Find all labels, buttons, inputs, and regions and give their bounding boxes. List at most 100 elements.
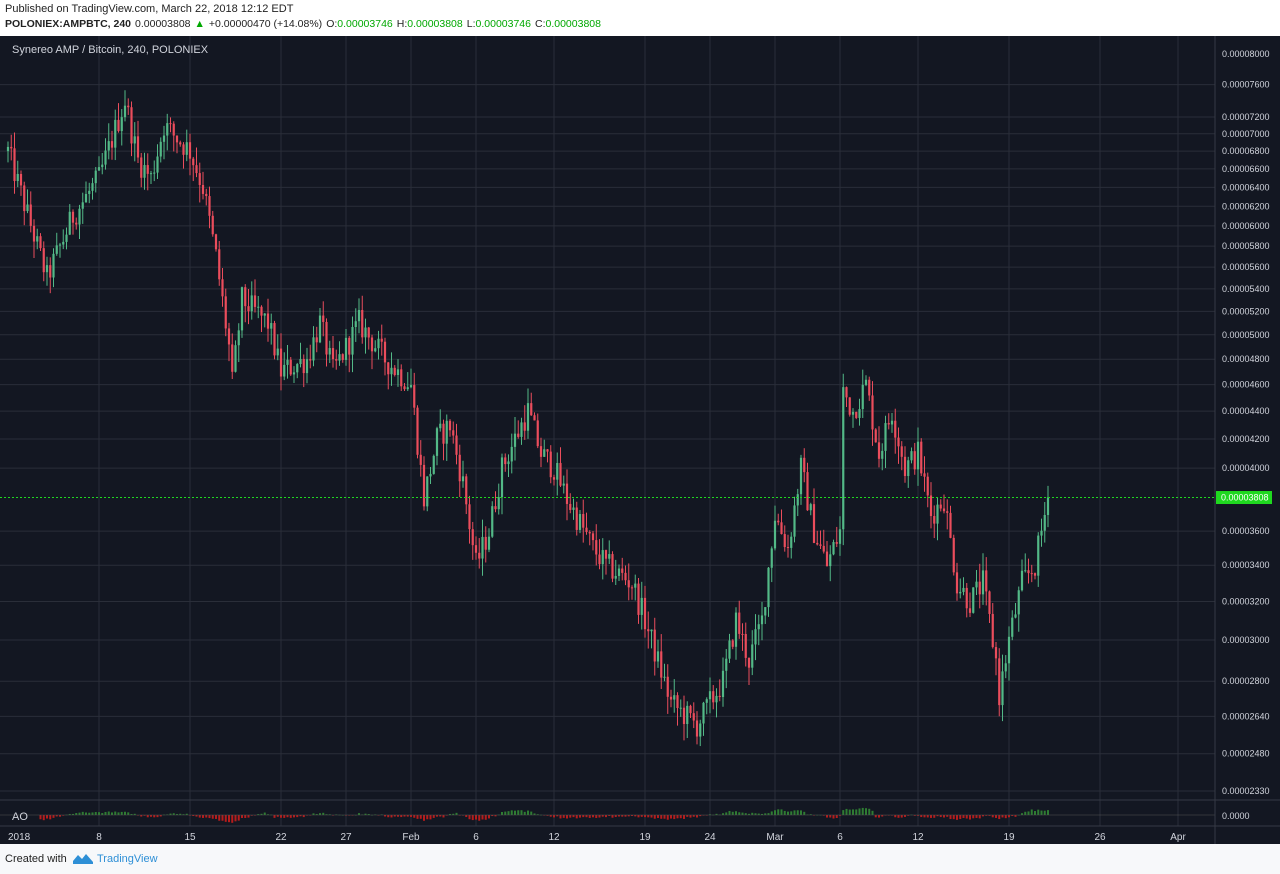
ao-bar xyxy=(124,811,126,815)
candle-body xyxy=(819,544,822,546)
ao-bar xyxy=(527,810,529,815)
ao-bar xyxy=(936,815,939,817)
candle-body xyxy=(929,495,933,517)
ao-bar xyxy=(218,815,221,821)
candle-body xyxy=(377,338,380,349)
candle-body xyxy=(803,457,806,473)
candle-body xyxy=(478,552,481,559)
time-axis[interactable]: 2018 8 15 22 27 Feb 6 12 19 24 Mar 6 12 19 26 Apr xyxy=(8,832,1186,843)
ao-bar xyxy=(1004,815,1007,819)
ao-bar xyxy=(569,815,572,818)
candle-body xyxy=(198,173,201,185)
ao-bar xyxy=(413,815,416,818)
current-price-tag xyxy=(1216,491,1272,505)
ao-bar xyxy=(75,813,78,815)
ao-bar xyxy=(894,815,897,818)
candle-body xyxy=(432,455,435,474)
candle-body xyxy=(78,208,81,225)
ao-bar xyxy=(748,813,750,815)
ao-bar xyxy=(85,812,87,815)
candle-body xyxy=(497,497,500,510)
candle-body xyxy=(604,550,608,559)
close-label: C: xyxy=(535,18,546,30)
candle-body xyxy=(354,321,357,328)
candle-body xyxy=(91,183,94,191)
candle-body xyxy=(673,695,676,700)
candle-body xyxy=(890,420,894,425)
candle-body xyxy=(968,608,972,613)
ao-bar xyxy=(949,815,952,820)
candle-body xyxy=(318,315,322,343)
y-tick-label: 0.00006400 xyxy=(1222,182,1270,192)
ao-bar xyxy=(647,815,650,818)
ao-bar xyxy=(858,808,861,815)
ao-bar xyxy=(878,815,880,818)
ao-bar xyxy=(605,815,607,818)
candle-body xyxy=(439,423,442,429)
candle-body xyxy=(933,516,936,524)
chart-background xyxy=(0,36,1280,844)
candle-body xyxy=(49,265,52,278)
ao-bar xyxy=(757,813,760,815)
candle-body xyxy=(146,165,149,174)
candle-body xyxy=(543,449,546,457)
open-label: O: xyxy=(326,18,338,30)
candle-body xyxy=(62,241,65,245)
candle-body xyxy=(364,327,367,338)
x-tick-label: 19 xyxy=(1003,832,1015,843)
candle-body xyxy=(309,359,312,361)
candle-body xyxy=(734,612,738,647)
candle-body xyxy=(231,344,234,372)
candle-body xyxy=(1014,614,1017,618)
ao-bar xyxy=(956,815,958,820)
candle-body xyxy=(757,624,760,630)
candle-body xyxy=(234,345,237,372)
candle-body xyxy=(10,146,13,149)
ao-bar xyxy=(250,815,253,816)
ao-bar xyxy=(228,815,230,823)
candle-body xyxy=(143,165,146,178)
candle-body xyxy=(45,265,49,273)
ao-bar xyxy=(198,815,201,818)
ao-bar xyxy=(130,814,133,815)
ao-bar xyxy=(289,815,292,818)
ao-bar xyxy=(582,815,585,818)
candle-body xyxy=(705,699,708,703)
candle-body xyxy=(653,629,656,662)
candle-body xyxy=(712,691,715,703)
price-axis[interactable]: 0.00008000 0.00007600 0.00007200 0.00007000… xyxy=(1222,49,1270,796)
candle-body xyxy=(699,723,702,737)
candle-body xyxy=(117,119,120,132)
candle-body xyxy=(162,135,166,142)
candle-body xyxy=(221,279,224,297)
candle-body xyxy=(133,136,136,144)
candle-body xyxy=(52,253,55,278)
candle-body xyxy=(682,707,686,725)
candle-body xyxy=(569,503,572,510)
ao-bar xyxy=(455,812,458,815)
x-tick-label: 6 xyxy=(473,832,479,843)
candle-body xyxy=(575,507,578,530)
candle-body xyxy=(169,123,172,125)
ao-bar xyxy=(637,815,640,818)
ao-bar xyxy=(520,810,523,815)
ao-bar xyxy=(663,815,666,819)
ao-bar xyxy=(995,815,997,818)
ao-bar xyxy=(627,815,630,817)
tradingview-link[interactable]: TradingView xyxy=(97,853,158,865)
price-chart[interactable]: 0.00008000 0.00007600 0.00007200 0.00007000… xyxy=(0,36,1280,844)
candle-body xyxy=(192,158,195,166)
x-tick-label: 8 xyxy=(96,832,102,843)
ao-bar xyxy=(676,815,679,819)
candle-body xyxy=(660,651,663,678)
ao-bar xyxy=(972,815,975,819)
ao-bar xyxy=(325,814,328,815)
ao-bar xyxy=(140,815,143,817)
candle-body xyxy=(1037,535,1040,576)
candle-body xyxy=(731,640,734,647)
candle-body xyxy=(156,156,159,173)
ao-bar xyxy=(101,813,104,815)
candle-body xyxy=(686,705,689,725)
ao-bar xyxy=(608,815,611,817)
candle-body xyxy=(871,395,874,430)
